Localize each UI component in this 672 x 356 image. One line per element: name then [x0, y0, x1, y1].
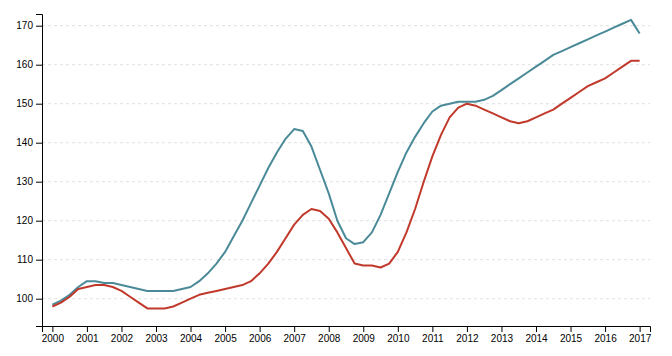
y-tick-mark: [36, 104, 42, 105]
x-tick: 2010: [387, 326, 410, 344]
x-tick-label: 2015: [560, 333, 583, 344]
grid-line: [42, 25, 650, 26]
x-tick-label: 2002: [111, 333, 134, 344]
x-tick: 2007: [284, 326, 307, 344]
y-tick: 150: [16, 98, 42, 109]
x-tick: 2005: [214, 326, 237, 344]
y-tick-label: 110: [17, 254, 33, 265]
x-tick-label: 2005: [214, 333, 237, 344]
y-tick-mark: [36, 299, 42, 300]
x-tick-mark: [260, 326, 261, 332]
x-tick: 2000: [42, 326, 65, 344]
x-tick-mark: [467, 326, 468, 332]
x-tick-label: 2017: [629, 333, 652, 344]
y-tick-label: 140: [16, 137, 33, 148]
x-tick: 2016: [594, 326, 617, 344]
series-line: [52, 61, 639, 309]
x-tick-label: 2012: [456, 333, 479, 344]
series-line: [52, 20, 639, 305]
x-tick-mark: [121, 326, 122, 332]
y-tick: 130: [16, 176, 42, 187]
y-tick-mark: [36, 143, 42, 144]
y-tick-mark: [36, 65, 42, 66]
x-tick-mark: [605, 326, 606, 332]
y-tick: 170: [16, 20, 42, 31]
x-tick: 2009: [353, 326, 376, 344]
y-tick-label: 100: [16, 293, 33, 304]
grid-line: [42, 103, 650, 104]
x-tick-label: 2000: [42, 333, 65, 344]
x-tick-mark: [329, 326, 330, 332]
y-tick-label: 170: [16, 20, 33, 31]
x-tick-label: 2016: [594, 333, 617, 344]
x-tick: 2014: [525, 326, 548, 344]
x-tick: 2011: [422, 326, 444, 344]
x-tick-label: 2011: [422, 333, 444, 344]
x-tick-mark: [156, 326, 157, 332]
x-tick-mark: [191, 326, 192, 332]
y-tick: 140: [16, 137, 42, 148]
x-tick-label: 2010: [387, 333, 410, 344]
x-tick-mark: [501, 326, 502, 332]
y-tick: 110: [17, 254, 42, 265]
grid-line: [42, 181, 650, 182]
y-tick-label: 130: [16, 176, 33, 187]
y-tick-label: 120: [16, 215, 33, 226]
x-tick-label: 2006: [249, 333, 272, 344]
x-tick: 2008: [318, 326, 341, 344]
grid-line: [42, 220, 650, 221]
x-tick: 2015: [560, 326, 583, 344]
y-axis: 100 110 120 130 140 150 160 170: [16, 15, 42, 327]
grid-line: [42, 142, 650, 143]
x-tick-mark: [536, 326, 537, 332]
grid-line: [42, 64, 650, 65]
grid: [42, 26, 650, 299]
x-tick: 2012: [456, 326, 479, 344]
x-axis-line: [43, 327, 651, 333]
x-tick: 2002: [111, 326, 134, 344]
x-tick-label: 2007: [284, 333, 307, 344]
x-tick: 2017: [629, 326, 652, 344]
y-tick-mark: [36, 260, 42, 261]
x-tick-mark: [87, 326, 88, 332]
x-tick-label: 2001: [76, 333, 99, 344]
x-tick-label: 2004: [180, 333, 203, 344]
x-tick-label: 2009: [353, 333, 376, 344]
chart: 2000 2001 2002 2003 2004 2005 2006 2007 2008 2009…: [0, 0, 672, 356]
x-tick: 2006: [249, 326, 272, 344]
x-tick-label: 2008: [318, 333, 341, 344]
grid-line: [42, 259, 650, 260]
y-tick: 160: [16, 59, 42, 70]
x-tick-mark: [363, 326, 364, 332]
x-tick-mark: [432, 326, 433, 332]
x-tick-label: 2014: [525, 333, 548, 344]
x-tick-mark: [571, 326, 572, 332]
x-tick: 2004: [180, 326, 203, 344]
x-axis: 2000 2001 2002 2003 2004 2005 2006 2007 2008 2009…: [42, 326, 652, 344]
x-tick-label: 2003: [145, 333, 168, 344]
y-tick: 120: [16, 215, 42, 226]
x-tick: 2003: [145, 326, 168, 344]
x-tick-mark: [225, 326, 226, 332]
y-axis-line: [36, 15, 43, 327]
plot-area: [52, 20, 639, 309]
x-tick-label: 2013: [491, 333, 514, 344]
x-tick-mark: [294, 326, 295, 332]
y-tick-mark: [36, 26, 42, 27]
x-tick-mark: [52, 326, 53, 332]
y-tick: 100: [16, 293, 42, 304]
y-tick-label: 160: [16, 59, 33, 70]
x-tick-mark: [398, 326, 399, 332]
x-tick: 2001: [76, 326, 99, 344]
x-tick: 2013: [491, 326, 514, 344]
x-tick-mark: [640, 326, 641, 332]
y-tick-label: 150: [16, 98, 33, 109]
y-tick-mark: [36, 182, 42, 183]
y-tick-mark: [36, 221, 42, 222]
